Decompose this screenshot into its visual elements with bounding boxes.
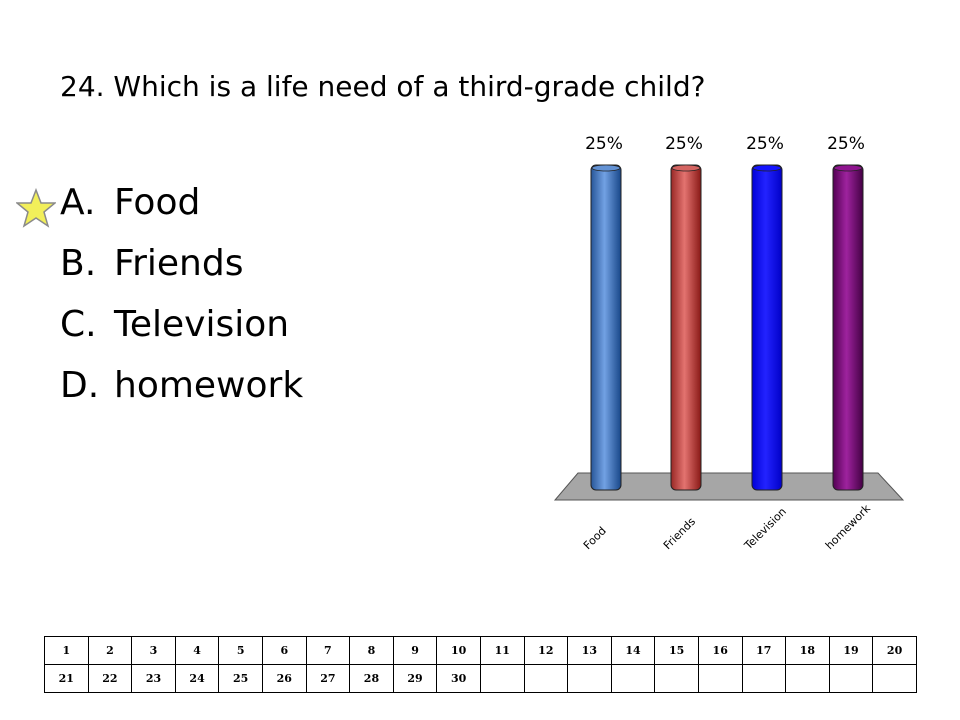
bar-cap-television: [752, 164, 782, 172]
answer-letter: A.: [60, 182, 96, 223]
answer-text: Friends: [114, 243, 244, 284]
grid-cell: 28: [349, 664, 394, 693]
grid-cell: 10: [436, 636, 481, 665]
grid-cell: 29: [392, 664, 438, 693]
grid-cell: 22: [87, 664, 133, 693]
grid-cell: 14: [610, 636, 656, 665]
grid-cell: [741, 664, 787, 693]
grid-cell: 3: [131, 636, 176, 665]
answer-letter: D.: [60, 365, 100, 406]
grid-cell: [479, 664, 525, 693]
grid-cell: [872, 664, 917, 693]
grid-cell: 13: [567, 636, 612, 665]
grid-cell: 2: [87, 636, 133, 665]
response-bar-chart: 25% Food 25% Friends 25% Television 25% homewor…: [553, 134, 905, 553]
answer-letter: B.: [60, 243, 97, 284]
grid-cell: [697, 664, 743, 693]
bar-cap-friends: [671, 164, 701, 172]
bar-food: [590, 164, 622, 491]
grid-cell: [654, 664, 699, 693]
grid-cell: [785, 664, 830, 693]
answer-text: Television: [114, 304, 290, 345]
grid-cell: 16: [697, 636, 743, 665]
grid-cell: [610, 664, 656, 693]
bar-friends: [670, 164, 702, 491]
value-label-homework: 25%: [827, 134, 865, 154]
grid-cell: [523, 664, 569, 693]
category-label-homework: homework: [823, 502, 874, 553]
grid-cell: 18: [785, 636, 830, 665]
value-label-friends: 25%: [665, 134, 703, 154]
bar-cap-homework: [833, 164, 863, 172]
grid-cell: 15: [654, 636, 699, 665]
grid-row: 21 22 23 24 25 26 27 28 29 30: [44, 664, 917, 693]
answer-option-d[interactable]: D. homework: [60, 355, 303, 416]
bar-homework: [832, 164, 864, 491]
answer-list: A. Food B. Friends C. Television D. home…: [60, 172, 303, 416]
grid-cell: 23: [131, 664, 176, 693]
category-label-friends: Friends: [661, 515, 698, 552]
answer-option-a[interactable]: A. Food: [60, 172, 303, 233]
bar-cap-food: [591, 164, 621, 172]
answer-text: homework: [114, 365, 304, 406]
grid-cell: 21: [44, 664, 89, 693]
question-text: 24. Which is a life need of a third-grad…: [60, 70, 706, 103]
grid-cell: 5: [218, 636, 263, 665]
category-label-food: Food: [581, 524, 609, 552]
answer-option-b[interactable]: B. Friends: [60, 233, 303, 294]
grid-cell: 6: [261, 636, 307, 665]
grid-cell: 20: [872, 636, 917, 665]
bar-television: [751, 164, 783, 491]
grid-cell: 19: [828, 636, 874, 665]
grid-cell: 11: [479, 636, 525, 665]
grid-cell: 30: [436, 664, 481, 693]
answer-option-c[interactable]: C. Television: [60, 294, 303, 355]
grid-cell: 17: [741, 636, 787, 665]
grid-cell: 26: [261, 664, 307, 693]
grid-cell: 8: [349, 636, 394, 665]
grid-cell: 12: [523, 636, 569, 665]
grid-cell: 9: [392, 636, 438, 665]
answer-letter: C.: [60, 304, 97, 345]
answer-text: Food: [114, 182, 201, 223]
star-icon: [14, 187, 58, 228]
value-label-television: 25%: [746, 134, 784, 154]
grid-cell: 7: [305, 636, 351, 665]
grid-cell: 27: [305, 664, 351, 693]
grid-cell: 4: [174, 636, 220, 665]
response-number-grid: 1 2 3 4 5 6 7 8 9 10 11 12 13 14 15 16 17 18 19 20 21 22 23 24 2…: [44, 636, 917, 693]
grid-cell: 24: [174, 664, 220, 693]
grid-cell: 1: [44, 636, 89, 665]
grid-cell: 25: [218, 664, 263, 693]
value-label-food: 25%: [585, 134, 623, 154]
category-label-television: Television: [741, 505, 789, 553]
grid-row: 1 2 3 4 5 6 7 8 9 10 11 12 13 14 15 16 17 18 19 20: [44, 636, 917, 665]
grid-cell: [567, 664, 612, 693]
grid-cell: [828, 664, 874, 693]
